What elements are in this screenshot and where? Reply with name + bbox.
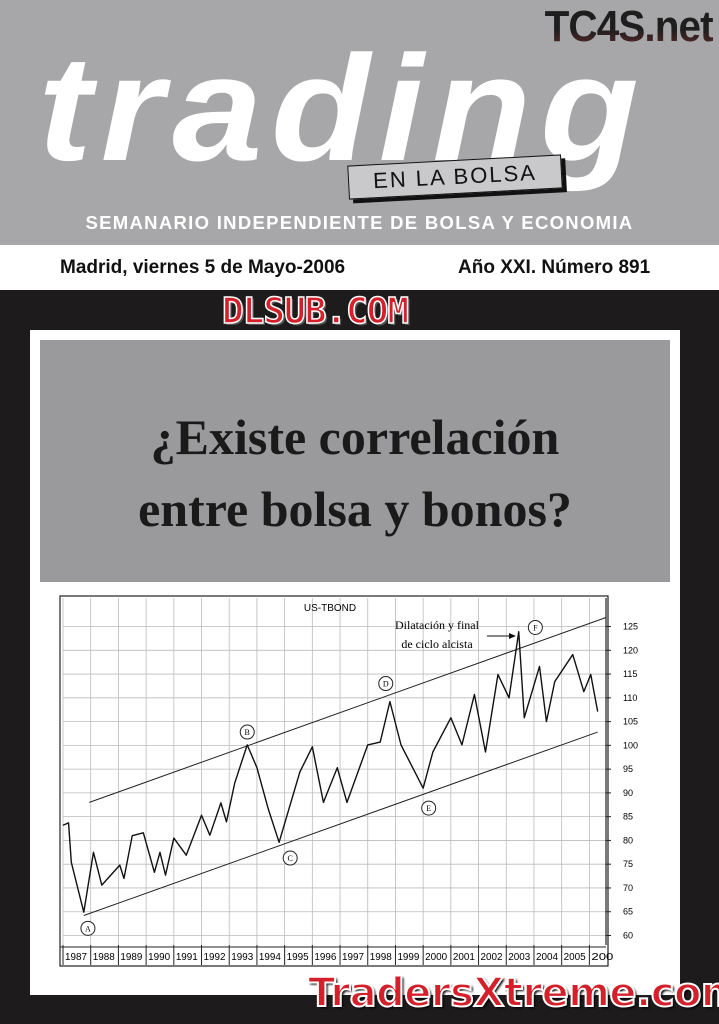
arrow-head-icon xyxy=(509,633,516,639)
y-tick-label: 115 xyxy=(623,669,637,679)
annotation-line-1: Dilatación y final xyxy=(395,618,480,632)
y-tick-label: 70 xyxy=(623,883,633,893)
point-label-circle xyxy=(527,619,543,635)
x-tick-label: 1994 xyxy=(259,952,281,963)
y-tick-label: 85 xyxy=(623,812,633,822)
price-line xyxy=(62,631,599,913)
point-label-circle xyxy=(282,850,298,866)
x-tick-label: 1990 xyxy=(148,952,170,963)
point-label: D xyxy=(383,680,389,689)
x-tick-label: 2003 xyxy=(508,952,530,963)
x-tick-label: 1998 xyxy=(370,952,392,963)
y-tick-label: 125 xyxy=(623,622,638,632)
x-tick-label: 1999 xyxy=(397,952,419,963)
point-label-circle xyxy=(239,724,255,740)
point-label-circle xyxy=(80,920,96,936)
watermark-dlsub: DLSUB.COM xyxy=(221,290,410,333)
y-tick-label: 90 xyxy=(623,788,633,798)
x-tick-label: 1993 xyxy=(231,952,253,963)
x-tick-label: 1987 xyxy=(65,952,87,963)
y-tick-label: 65 xyxy=(623,907,633,917)
x-tick-label: 1997 xyxy=(342,952,364,963)
point-label: C xyxy=(288,854,293,863)
plot-frame xyxy=(59,595,609,967)
point-label-circle xyxy=(378,676,394,692)
y-tick-label: 95 xyxy=(623,764,633,774)
x-tick-label: 2005 xyxy=(564,952,586,963)
y-tick-label: 105 xyxy=(623,717,638,727)
x-tick-label: 1988 xyxy=(93,952,115,963)
chart-title: US-TBOND xyxy=(304,603,356,614)
headline-line-2: entre bolsa y bonos? xyxy=(138,481,572,537)
point-label: F xyxy=(533,623,538,632)
x-tick-label: 2001 xyxy=(453,952,475,963)
point-label: E xyxy=(426,804,431,813)
y-tick-label: 100 xyxy=(623,740,638,750)
subtitle: SEMANARIO INDEPENDIENTE DE BOLSA Y ECONO… xyxy=(85,212,634,233)
x-tick-label: 2002 xyxy=(481,952,503,963)
y-tick-label: 60 xyxy=(623,930,633,940)
x-tick-label: 2000 xyxy=(425,952,447,963)
x-tick-label: 1992 xyxy=(204,952,226,963)
channel-line xyxy=(83,731,598,916)
issue-date: Madrid, viernes 5 de Mayo-2006 xyxy=(60,257,346,278)
headline-line-1: ¿Existe correlación xyxy=(150,409,560,465)
x-tick-label: 1995 xyxy=(287,952,309,963)
x-tick-label: 1991 xyxy=(176,952,198,963)
y-tick-label: 120 xyxy=(623,645,638,655)
masthead-header xyxy=(0,0,719,245)
point-label-circle xyxy=(421,800,437,816)
date-band: Madrid, viernes 5 de Mayo-2006 Año XXI. … xyxy=(0,245,719,290)
y-tick-label: 110 xyxy=(623,693,637,703)
y-tick-label: 80 xyxy=(623,835,633,845)
point-label: B xyxy=(245,728,250,737)
annotation-line-2: de ciclo alcista xyxy=(401,637,473,651)
x-tick-label: 1989 xyxy=(120,952,142,963)
watermark-tradersxtreme: TradersXtreme.com xyxy=(307,969,719,1017)
x-tick-label: 1996 xyxy=(314,952,336,963)
issue-number: Año XXI. Número 891 xyxy=(458,257,651,278)
site-logo: TC4S.net xyxy=(544,2,714,51)
headline-box: ¿Existe correlación entre bolsa y bonos? xyxy=(40,340,670,582)
y-tick-label: 75 xyxy=(623,859,633,869)
x-tick-label: 2004 xyxy=(536,952,558,963)
point-label: A xyxy=(85,924,91,933)
x-tick-label: 200 xyxy=(591,952,614,963)
